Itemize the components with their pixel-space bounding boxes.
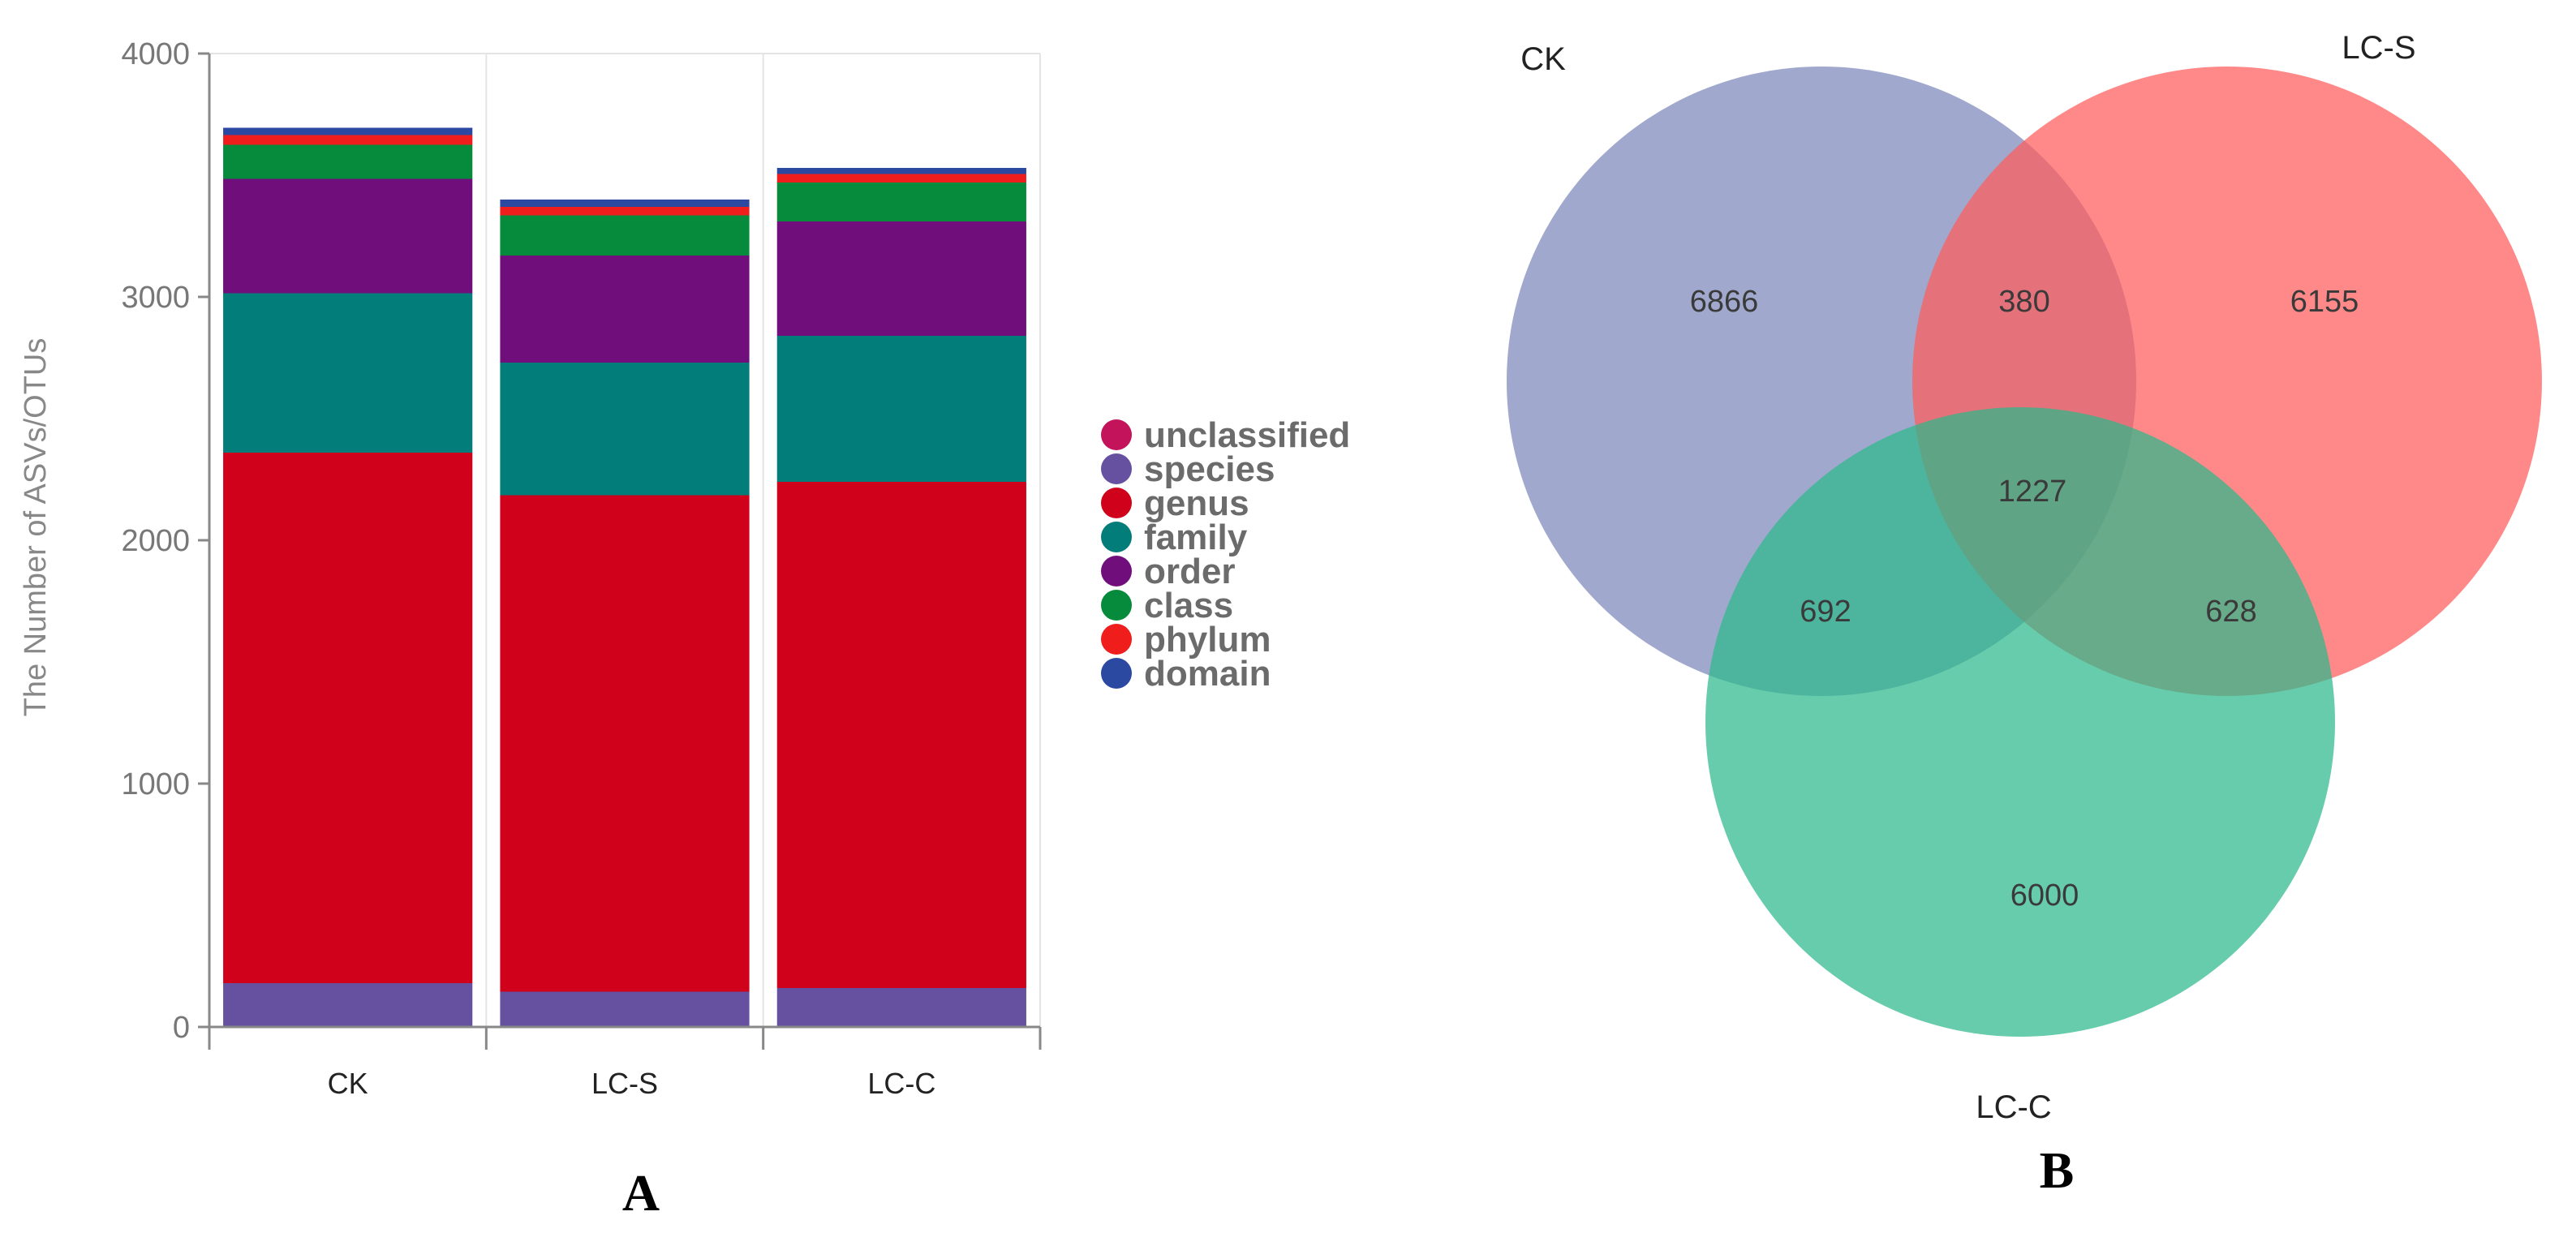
legend-label-phylum: phylum — [1144, 620, 1271, 659]
bar-segment-ck-phylum — [223, 135, 473, 145]
y-axis-ticks: 0 1000 2000 3000 4000 — [121, 37, 209, 1045]
panel-label-b: B — [2040, 1141, 2075, 1199]
venn-count-all: 1227 — [1998, 475, 2067, 509]
grid-lines — [209, 53, 1041, 1027]
venn-count-ck-lcc: 692 — [1800, 595, 1851, 629]
bar-segment-lc-c-family — [776, 336, 1026, 482]
legend-swatch-domain — [1101, 658, 1132, 689]
legend-swatch-family — [1101, 522, 1132, 552]
legend-label-genus: genus — [1144, 483, 1249, 523]
y-axis-title: The Number of ASVs/OTUs — [19, 338, 53, 717]
legend-swatch-species — [1101, 453, 1132, 484]
bar-segment-ck-class — [223, 144, 473, 179]
venn-count-lcs-only: 6155 — [2290, 285, 2359, 319]
legend-label-order: order — [1144, 552, 1235, 591]
x-axis — [208, 54, 1042, 1050]
legend-label-species: species — [1144, 449, 1275, 489]
panel-b-venn-diagram: CK LC-S LC-C 6866 380 6155 1227 692 628 … — [1507, 30, 2542, 1199]
bar-segment-ck-genus — [223, 453, 473, 983]
legend-label-class: class — [1144, 586, 1233, 625]
bar-segment-lc-s-species — [500, 991, 750, 1027]
stacked-bars — [223, 127, 1026, 1027]
x-category-label-lc-s: LC-S — [591, 1067, 658, 1100]
y-tick-label: 0 — [173, 1011, 190, 1045]
bar-segment-lc-s-order — [500, 256, 750, 363]
bar-segment-ck-family — [223, 293, 473, 453]
bar-segment-lc-c-species — [776, 988, 1026, 1027]
panel-a-bar-chart: The Number of ASVs/OTUs 0 1000 2000 3000 400… — [19, 37, 1350, 1222]
bar-segment-lc-s-family — [500, 363, 750, 496]
bar-segment-ck-species — [223, 983, 473, 1027]
venn-count-lcs-lcc: 628 — [2205, 595, 2256, 629]
bar-segment-ck-order — [223, 178, 473, 294]
bar-segment-lc-s-genus — [500, 495, 750, 992]
bar-segment-lc-c-genus — [776, 482, 1026, 988]
legend-swatch-class — [1101, 590, 1132, 621]
venn-set-label-ck: CK — [1520, 41, 1566, 77]
bar-segment-lc-c-order — [776, 221, 1026, 336]
venn-count-ck-only: 6866 — [1690, 285, 1759, 319]
panel-label-a: A — [622, 1164, 660, 1222]
bar-segment-lc-c-domain — [776, 168, 1026, 174]
y-tick-label: 4000 — [121, 37, 190, 71]
x-category-label-lc-c: LC-C — [867, 1067, 935, 1100]
venn-set-label-lc-s: LC-S — [2342, 30, 2415, 66]
legend-swatch-phylum — [1101, 624, 1132, 655]
bar-segment-lc-c-class — [776, 183, 1026, 221]
y-tick-label: 3000 — [121, 281, 190, 315]
venn-circle-lc-c — [1705, 407, 2335, 1037]
bar-segment-lc-s-domain — [500, 200, 750, 207]
legend-swatch-genus — [1101, 488, 1132, 518]
y-tick-label: 1000 — [121, 767, 190, 801]
venn-count-lcc-only: 6000 — [2010, 879, 2079, 913]
legend-swatch-order — [1101, 556, 1132, 586]
legend-label-family: family — [1144, 518, 1248, 557]
bar-segment-lc-c-phylum — [776, 174, 1026, 183]
bar-segment-lc-s-class — [500, 215, 750, 256]
bar-segment-ck-domain — [223, 127, 473, 135]
venn-count-ck-lcs: 380 — [1998, 285, 2049, 319]
x-axis-categories: CK LC-S LC-C — [328, 1067, 936, 1100]
venn-set-label-lc-c: LC-C — [1976, 1089, 2051, 1125]
bar-segment-lc-s-phylum — [500, 207, 750, 216]
legend-swatch-unclassified — [1101, 419, 1132, 450]
legend-label-domain: domain — [1144, 654, 1271, 694]
x-category-label-ck: CK — [328, 1067, 368, 1100]
legend: unclassifiedspeciesgenusfamilyorderclass… — [1101, 415, 1350, 694]
y-tick-label: 2000 — [121, 524, 190, 558]
legend-label-unclassified: unclassified — [1144, 415, 1350, 455]
